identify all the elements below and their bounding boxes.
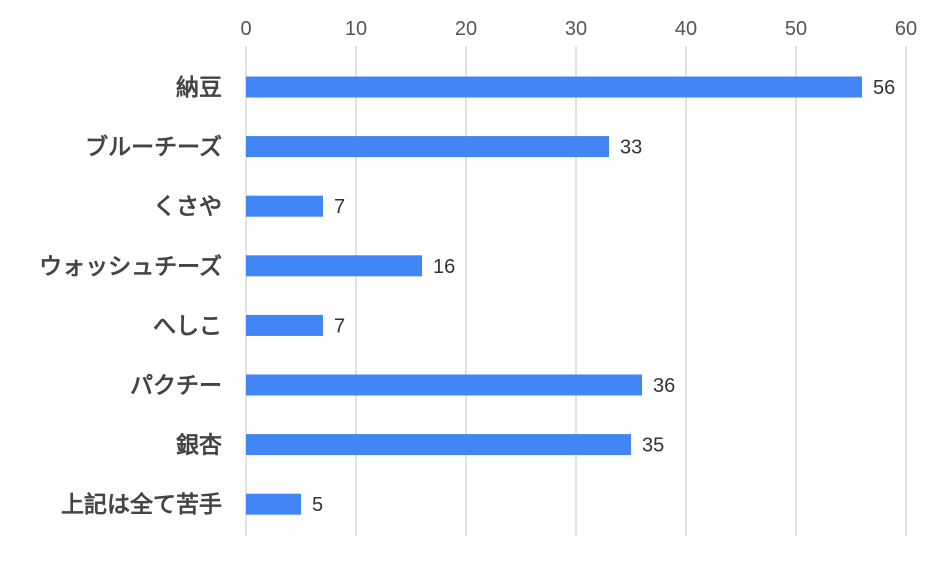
data-label: 16 bbox=[433, 256, 455, 278]
x-tick-label: 40 bbox=[675, 18, 697, 40]
data-label: 35 bbox=[642, 435, 664, 457]
bar-2 bbox=[246, 195, 323, 217]
category-label: ブルーチーズ bbox=[85, 134, 222, 161]
x-tick-label: 20 bbox=[455, 18, 477, 40]
x-tick-label: 0 bbox=[240, 18, 251, 40]
category-label: 銀杏 bbox=[176, 432, 222, 459]
bar-0 bbox=[246, 76, 862, 98]
x-axis-ticks: 0 10 20 30 40 50 60 bbox=[240, 18, 917, 40]
category-label: へしこ bbox=[153, 313, 222, 339]
bar-5 bbox=[246, 374, 642, 396]
x-tick-label: 10 bbox=[345, 18, 367, 40]
bar-1 bbox=[246, 136, 609, 158]
data-labels: 56 33 7 16 7 36 35 5 bbox=[312, 77, 895, 516]
data-label: 5 bbox=[312, 494, 323, 516]
category-label: くさや bbox=[153, 194, 222, 220]
bars bbox=[246, 76, 862, 515]
data-label: 7 bbox=[334, 315, 345, 337]
data-label: 7 bbox=[334, 196, 345, 218]
x-tick-label: 30 bbox=[565, 18, 587, 40]
x-tick-label: 60 bbox=[895, 18, 917, 40]
bar-3 bbox=[246, 255, 422, 277]
category-label: 上記は全て苦手 bbox=[61, 491, 222, 518]
category-label: 納豆 bbox=[176, 74, 222, 101]
data-label: 33 bbox=[620, 137, 642, 159]
category-label: ウォッシュチーズ bbox=[39, 253, 222, 280]
x-tick-label: 50 bbox=[785, 18, 807, 40]
bar-4 bbox=[246, 314, 323, 336]
grid-lines bbox=[245, 46, 907, 536]
category-label: パクチー bbox=[130, 373, 222, 399]
data-label: 56 bbox=[873, 77, 895, 99]
bar-7 bbox=[246, 493, 301, 515]
bar-6 bbox=[246, 434, 631, 456]
data-label: 36 bbox=[653, 375, 675, 397]
